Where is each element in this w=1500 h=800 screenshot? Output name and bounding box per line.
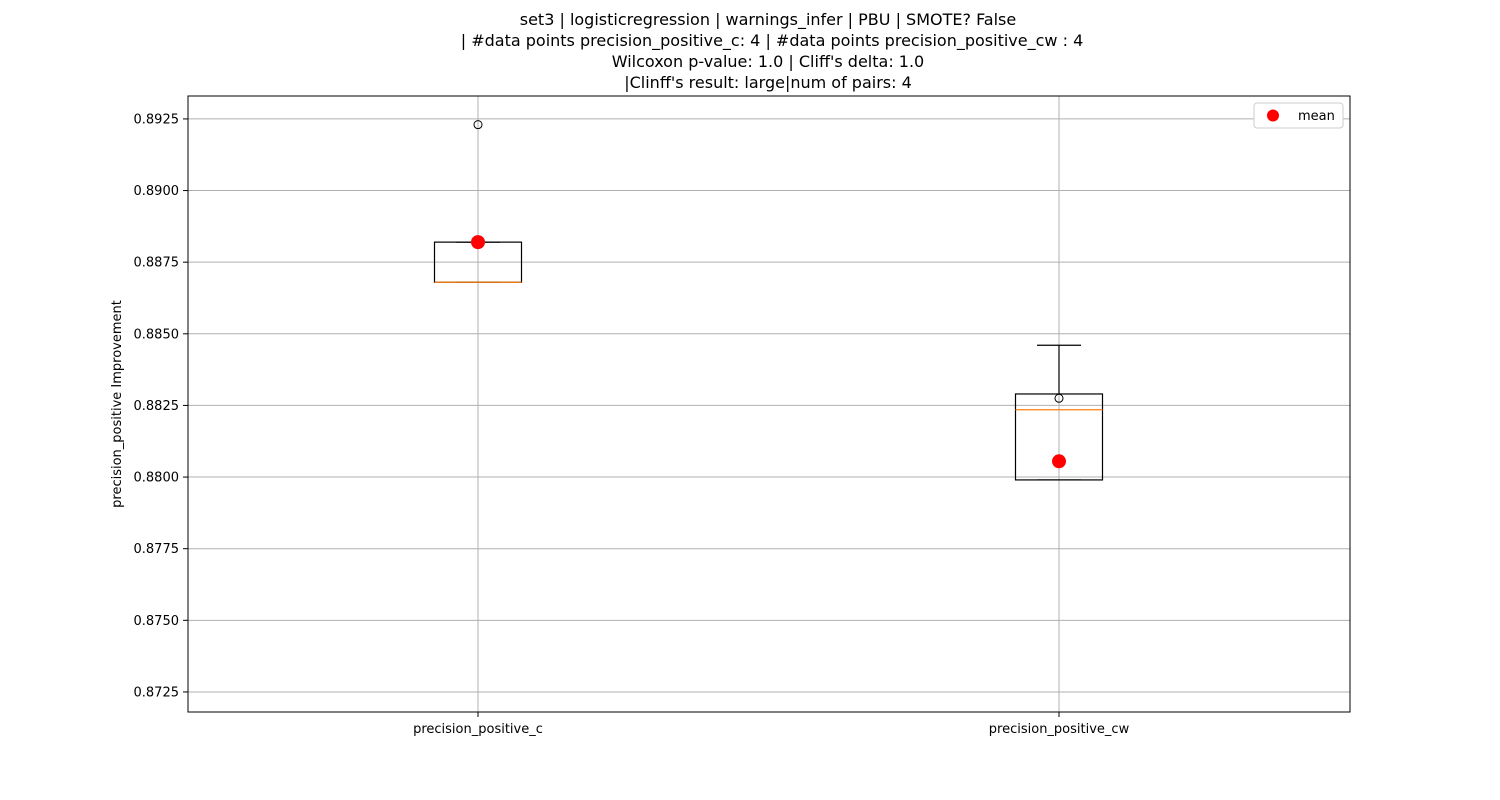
- mean-marker: [1052, 454, 1066, 469]
- title-line-1: set3 | logisticregression | warnings_inf…: [520, 10, 1016, 30]
- legend: mean: [1253, 102, 1344, 129]
- y-tick-label: 0.8725: [134, 685, 180, 700]
- y-tick-label: 0.8875: [134, 256, 180, 271]
- title-line-4: |Clinff's result: large|num of pairs: 4: [624, 73, 912, 92]
- plot-area: [433, 120, 1104, 481]
- y-tick-label: 0.8825: [134, 399, 180, 414]
- chart-title: set3 | logisticregression | warnings_inf…: [461, 10, 1084, 92]
- title-line-3: Wilcoxon p-value: 1.0 | Cliff's delta: 1…: [612, 52, 924, 71]
- axes-frame: [187, 95, 1351, 713]
- legend-mean-label: mean: [1298, 109, 1335, 124]
- outlier-point: [473, 120, 483, 130]
- y-tick-label: 0.8925: [134, 112, 180, 127]
- y-axis-label: precision_positive Improvement: [110, 300, 125, 508]
- box-precision_positive_c: [433, 120, 523, 283]
- mean-marker: [471, 235, 485, 250]
- grid-lines: [188, 96, 1350, 712]
- y-tick-label: 0.8850: [134, 327, 180, 342]
- title-line-2: | #data points precision_positive_c: 4 |…: [461, 31, 1084, 51]
- y-tick-label: 0.8800: [134, 471, 180, 486]
- y-tick-label: 0.8775: [134, 542, 180, 557]
- y-axis: 0.8725 0.8750 0.8775 0.8800 0.8825 0.8850 0.88…: [134, 112, 188, 700]
- x-tick-label: precision_positive_cw: [989, 722, 1130, 737]
- box-precision_positive_cw: [1014, 344, 1104, 481]
- y-tick-label: 0.8900: [134, 184, 180, 199]
- y-tick-label: 0.8750: [134, 614, 180, 629]
- legend-mean-marker: [1267, 109, 1279, 122]
- outlier-point: [1054, 393, 1064, 403]
- x-axis: precision_positive_c precision_positive_c…: [413, 712, 1130, 737]
- x-tick-label: precision_positive_c: [413, 722, 543, 737]
- legend-box: [1253, 102, 1344, 129]
